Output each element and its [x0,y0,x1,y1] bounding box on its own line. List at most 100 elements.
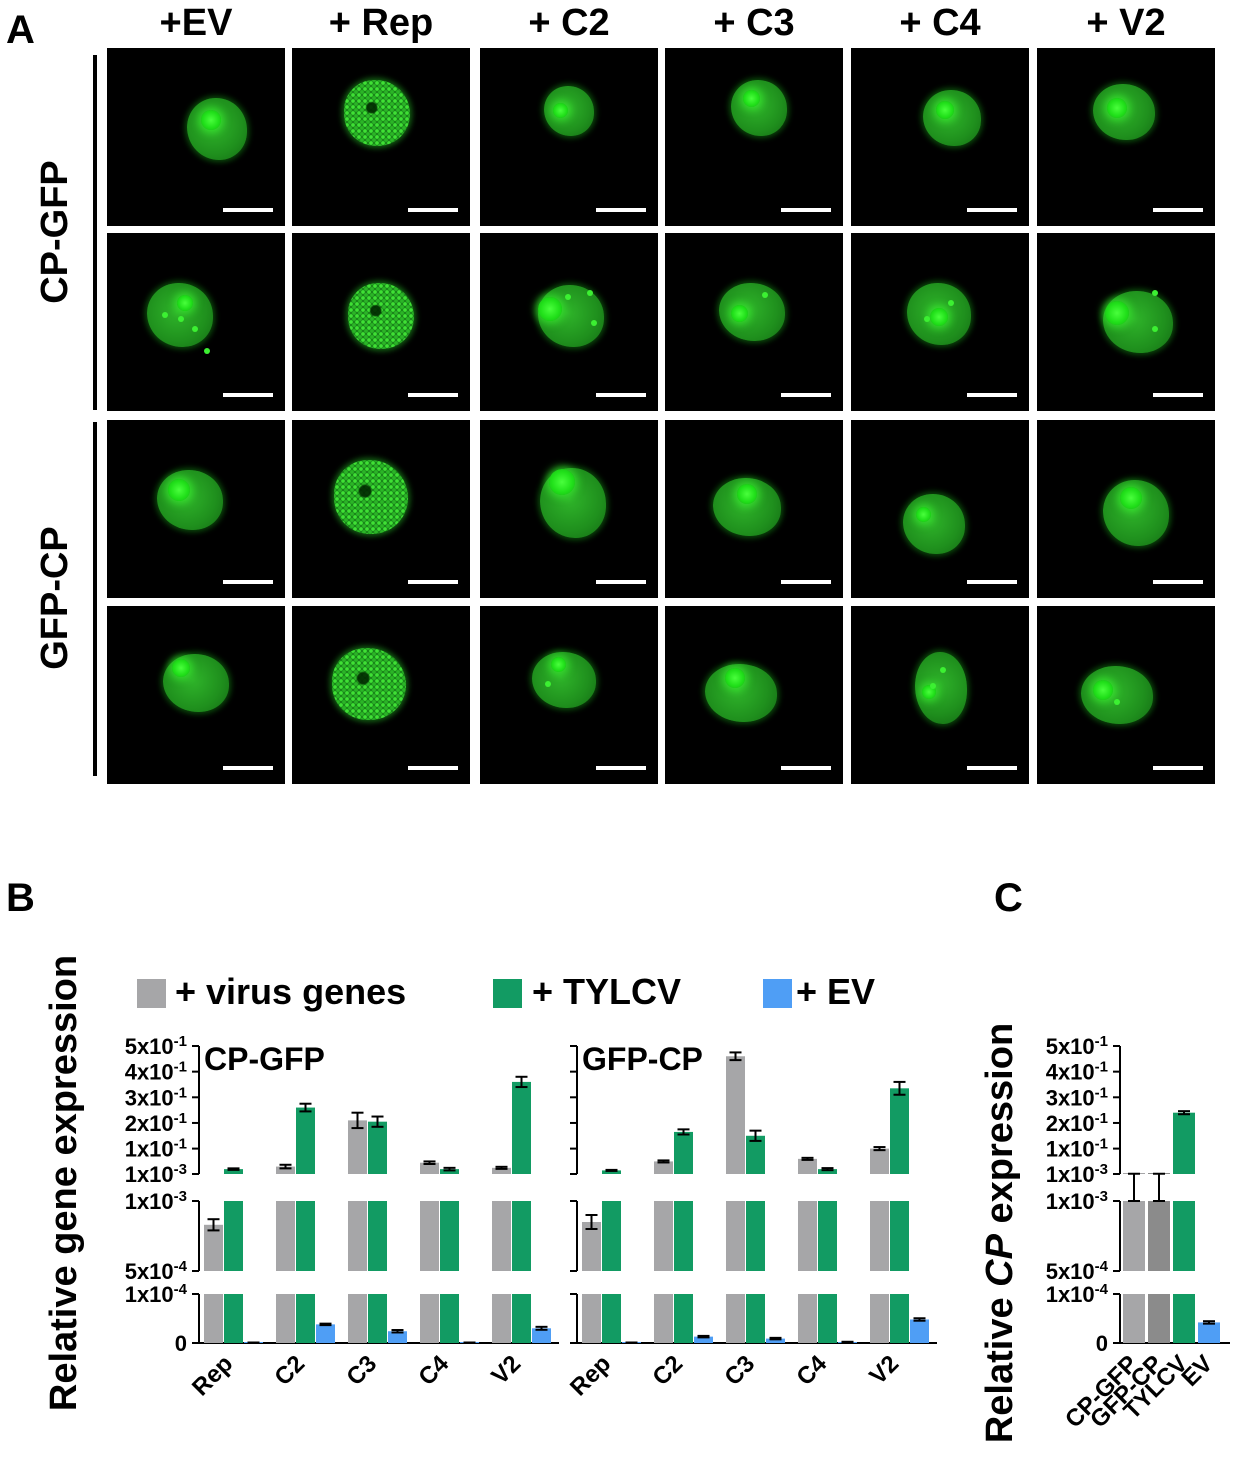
bar [1148,1201,1170,1271]
bar [870,1201,889,1271]
micrograph-tile [1037,233,1215,411]
bar [492,1294,511,1343]
nuclear-body [545,681,551,687]
micrograph-tile [107,233,285,411]
scale-bar [408,766,458,770]
micrograph-tile [480,420,658,598]
bar [296,1294,315,1343]
category-label: V2 [864,1350,904,1390]
nucleolus [930,308,948,326]
micrograph-tile [292,233,470,411]
nucleolus [725,668,745,688]
bar [674,1294,693,1343]
category-label: V2 [486,1350,526,1390]
scale-bar [781,580,831,584]
bar [726,1056,745,1174]
bar [798,1294,817,1343]
y-axis-label: Relative gene expression [43,955,85,1411]
cp-gfp-row-bracket [93,55,97,410]
chart-c-tick-label: 0 [1096,1331,1108,1356]
nucleolus [168,479,190,501]
nucleolus [936,101,954,119]
bar [674,1201,693,1271]
scale-bar [223,393,273,397]
micrograph-tile [665,233,843,411]
legend-swatch [763,979,792,1008]
legend-label: + TYLCV [532,971,681,1012]
scale-bar [1153,393,1203,397]
legend-swatch [493,979,522,1008]
micrograph-tile [1037,48,1215,226]
bar [602,1294,621,1343]
micrograph-tile [851,233,1029,411]
bar [746,1135,765,1174]
chart-b0-tick-label: 5x10-4 [125,1258,188,1284]
category-label: EV [1177,1350,1219,1392]
chart-c-tick-label: 1x10-3 [1046,1161,1108,1187]
bar [224,1201,243,1271]
bar [224,1169,243,1174]
bar [674,1131,693,1174]
bar [654,1161,673,1174]
scale-bar [1153,580,1203,584]
micrograph-tile [665,48,843,226]
bar [492,1201,511,1271]
bar [1148,1294,1170,1343]
bar [746,1201,765,1271]
bar [798,1201,817,1271]
bar [204,1224,223,1271]
micrograph-tile [292,606,470,784]
nucleolus [549,469,575,495]
category-label: C2 [269,1350,310,1391]
nuclear-body [1152,326,1158,332]
bar [910,1319,929,1343]
nuclear-body [192,326,198,332]
bar [654,1294,673,1343]
nucleolus [742,89,760,107]
bar [440,1294,459,1343]
nucleus [344,80,410,146]
category-label: Rep [187,1350,238,1401]
nucleolus [177,295,193,311]
micrograph-tile [107,420,285,598]
legend-swatch [137,979,166,1008]
category-label: C2 [647,1350,688,1391]
bar [582,1222,601,1271]
scale-bar [596,208,646,212]
nucleolus [1105,301,1129,325]
bar [440,1201,459,1271]
bar [388,1331,407,1343]
bar [296,1201,315,1271]
bar [654,1201,673,1271]
nucleolus [915,506,931,522]
bar [368,1121,387,1174]
column-header: + V2 [1086,2,1166,44]
bar [420,1162,439,1174]
category-label: C4 [791,1350,832,1391]
legend-label: + EV [796,971,875,1012]
gfp-cp-row-bracket [93,422,97,776]
chart-c-tick-label: 4x10-1 [1046,1059,1108,1085]
scale-bar [967,208,1017,212]
scale-bar [223,766,273,770]
nucleus [157,470,223,530]
scale-bar [596,580,646,584]
chart-b0-tick-label: 3x10-1 [125,1084,187,1110]
category-label: C4 [413,1350,454,1391]
bar [582,1294,601,1343]
bar [766,1338,785,1343]
chart-b0-tick-label: 5x10-1 [125,1033,187,1059]
nucleus [923,90,981,146]
nucleus [719,283,785,341]
bar [204,1294,223,1343]
bar [818,1201,837,1271]
micrograph-tile [107,606,285,784]
chart-c-tick-label: 1x10-1 [1046,1136,1108,1162]
bar [1173,1201,1195,1271]
scale-bar [596,393,646,397]
nucleolus [552,102,568,118]
bar [890,1201,909,1271]
nuclear-body [924,316,930,322]
scale-bar [223,208,273,212]
chart-c-tick-label: 5x10-4 [1046,1258,1109,1284]
